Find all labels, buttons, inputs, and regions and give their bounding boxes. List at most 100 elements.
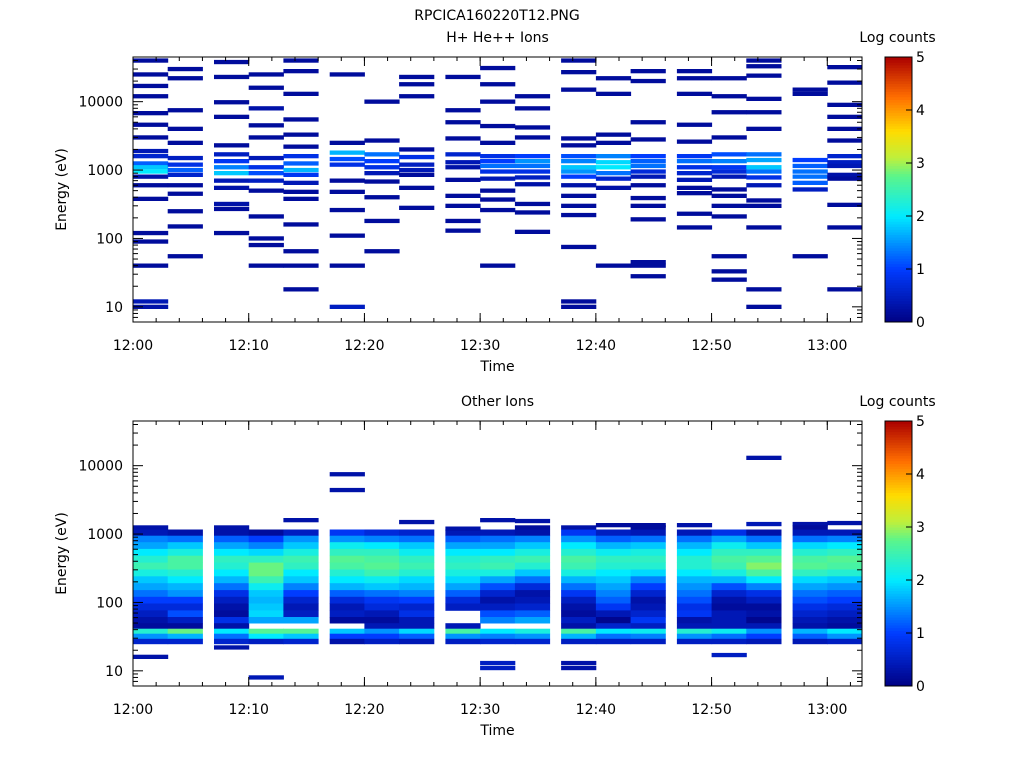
heatmap-cell [827, 529, 863, 537]
colorbar-segment [885, 625, 912, 629]
colorbar-segment [885, 572, 912, 576]
heatmap-cell [827, 548, 863, 557]
heatmap-cell [792, 157, 828, 163]
heatmap-cell [676, 617, 713, 624]
colorbar-segment [885, 149, 912, 153]
colorbar-segment [885, 223, 912, 228]
colorbar-segment [885, 569, 912, 573]
colorbar-segment [885, 654, 912, 658]
colorbar-segment [885, 476, 912, 480]
colorbar-tick-label: 3 [916, 156, 925, 172]
heatmap-cell [214, 610, 250, 618]
heatmap-cell [248, 85, 284, 90]
colorbar-segment [885, 229, 912, 233]
heatmap-cell [514, 525, 551, 530]
heatmap-cell [399, 617, 435, 624]
heatmap-cell [480, 628, 516, 635]
heatmap-cell [630, 78, 666, 84]
heatmap-cell [827, 520, 863, 526]
heatmap-cell [676, 122, 713, 127]
heatmap-cell [676, 159, 713, 164]
heatmap-cell [746, 126, 782, 131]
heatmap-cell [595, 610, 632, 618]
heatmap-cell [133, 529, 169, 537]
heatmap-cell [133, 122, 169, 127]
heatmap-cell [480, 542, 516, 550]
heatmap-cell [827, 102, 863, 107]
colorbar-segment [885, 102, 912, 106]
heatmap-cell [329, 569, 365, 577]
heatmap-cell [561, 165, 597, 170]
heatmap-cell [399, 555, 435, 563]
colorbar [884, 56, 913, 323]
heatmap-cell [480, 207, 516, 213]
colorbar-segment [885, 524, 912, 528]
colorbar-segment [885, 426, 912, 430]
colorbar-segment [885, 574, 912, 578]
heatmap-cell [445, 228, 481, 233]
colorbar-label: Log counts [859, 394, 935, 410]
heatmap-cell [595, 596, 632, 604]
heatmap-cell [133, 590, 169, 598]
heatmap-cell [480, 163, 516, 169]
heatmap-cell [746, 617, 782, 624]
heatmap-cell [630, 154, 666, 159]
colorbar-label: Log counts [859, 30, 935, 46]
colorbar-segment [885, 292, 912, 296]
heatmap-cell [827, 114, 863, 119]
heatmap-cell [445, 542, 481, 550]
heatmap-cell [399, 185, 435, 190]
panel-2 [132, 420, 913, 687]
heatmap-cell [133, 628, 169, 635]
heatmap-cell [676, 596, 713, 604]
heatmap-cell [329, 583, 365, 591]
heatmap-cell [248, 628, 284, 635]
heatmap-cell [399, 638, 435, 645]
heatmap-cell [595, 132, 632, 137]
heatmap-cell [133, 239, 169, 244]
heatmap-cell [746, 576, 782, 584]
heatmap-cell [248, 529, 284, 537]
heatmap-cell [792, 596, 828, 604]
heatmap-cell [711, 562, 747, 570]
heatmap-cell [746, 610, 782, 618]
colorbar-segment [885, 680, 912, 684]
heatmap-cell [364, 569, 400, 577]
heatmap-cell [711, 555, 747, 563]
heatmap-cell [676, 583, 713, 591]
heatmap-cell [445, 555, 481, 563]
heatmap-cell [248, 562, 284, 570]
colorbar-segment [885, 463, 912, 467]
heatmap-cell [480, 140, 516, 145]
heatmap-cell [827, 610, 863, 618]
heatmap-cell [399, 535, 435, 543]
heatmap-cell [514, 201, 551, 207]
heatmap-cell [827, 535, 863, 543]
heatmap-cell [827, 596, 863, 604]
heatmap-cell [364, 633, 400, 640]
heatmap-cell [214, 152, 250, 157]
heatmap-cell [133, 169, 169, 174]
colorbar-tick-label: 4 [916, 103, 925, 119]
heatmap-cell [248, 590, 284, 598]
heatmap-cell [480, 176, 516, 181]
heatmap-cell [214, 633, 250, 640]
colorbar-segment [885, 303, 912, 307]
heatmap-cell [445, 218, 481, 224]
heatmap-cell [214, 628, 250, 635]
y-tick-label: 10000 [78, 95, 123, 111]
heatmap-cell [792, 525, 828, 530]
colorbar-segment [885, 648, 912, 653]
heatmap-cell [711, 548, 747, 557]
colorbar-segment [885, 508, 912, 512]
heatmap-cell [167, 254, 203, 259]
heatmap-cell [248, 123, 284, 128]
heatmap-cell [133, 161, 169, 166]
heatmap-cell [167, 590, 203, 598]
heatmap-cell [676, 165, 713, 170]
heatmap-cell [399, 82, 435, 87]
heatmap-cell [133, 617, 169, 624]
heatmap-cell [214, 159, 250, 164]
colorbar-segment [885, 184, 912, 188]
heatmap-cell [711, 110, 747, 115]
